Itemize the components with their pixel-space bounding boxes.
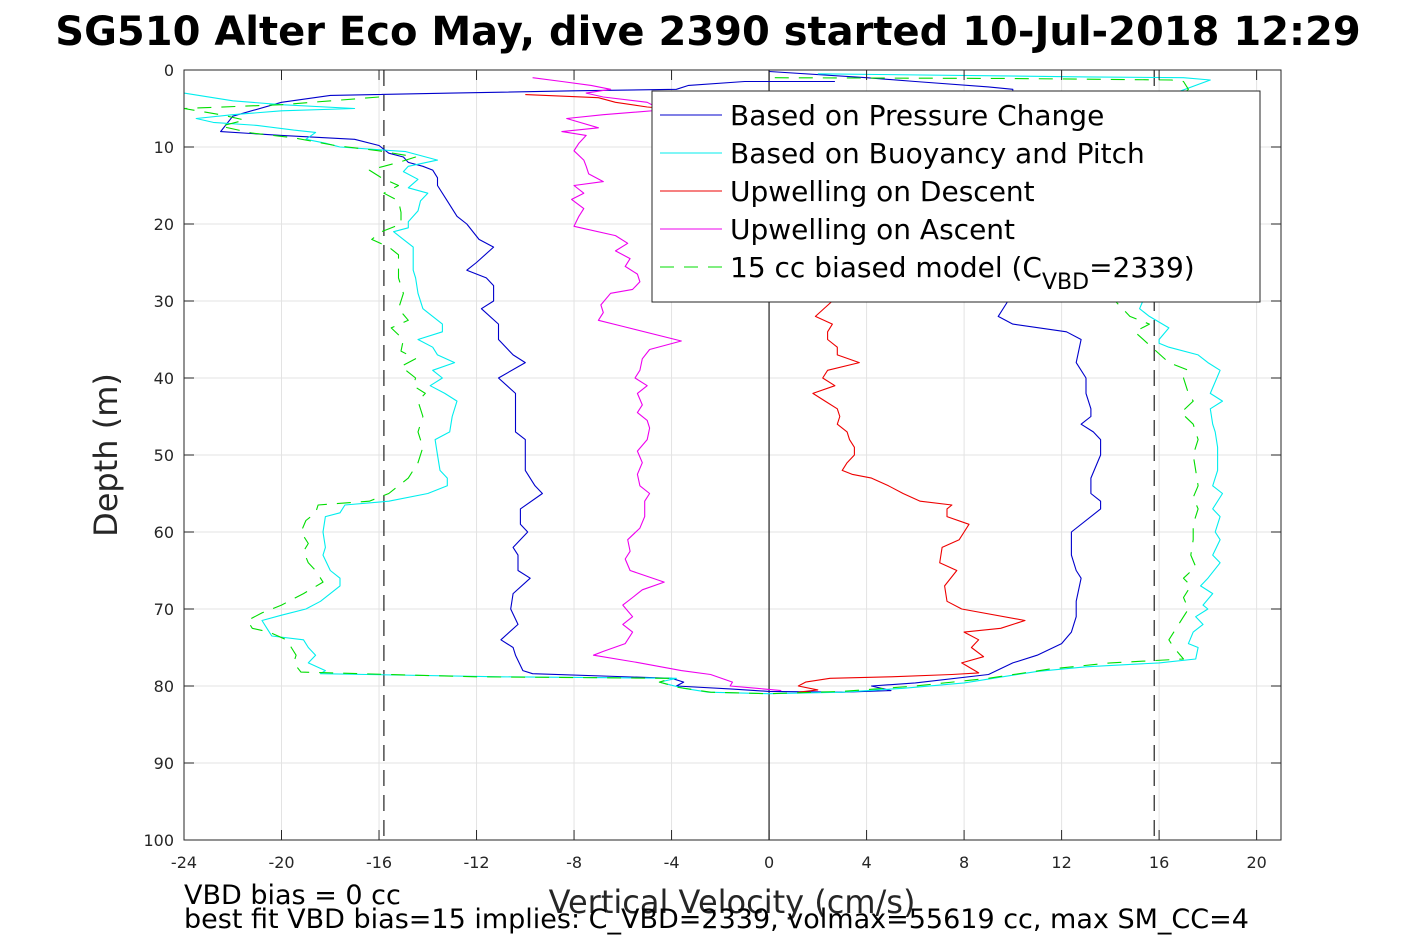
legend-label-5: 15 cc biased model (CVBD=2339) bbox=[730, 251, 1195, 295]
series-line-5 bbox=[183, 77, 1199, 695]
series-line-4 bbox=[532, 77, 782, 692]
series-line-2 bbox=[183, 73, 1224, 695]
x-tick-label: -16 bbox=[366, 853, 392, 872]
x-tick-label: -24 bbox=[171, 853, 197, 872]
y-tick-label: 0 bbox=[164, 61, 174, 80]
y-tick-label: 50 bbox=[154, 446, 174, 465]
x-tick-label: 8 bbox=[959, 853, 969, 872]
ticks-layer: -24 -20 -16 -12 -8 -4 0 4 8 12 16 20 0 10 20 30 40 50 60 70… bbox=[143, 61, 1281, 872]
legend-label-1: Based on Pressure Change bbox=[730, 99, 1104, 132]
y-tick-label: 10 bbox=[154, 138, 174, 157]
y-tick-label: 80 bbox=[154, 677, 174, 696]
legend: Based on Pressure Change Based on Buoyanc… bbox=[651, 90, 1261, 303]
y-tick-label: 60 bbox=[154, 523, 174, 542]
legend-label-2: Based on Buoyancy and Pitch bbox=[730, 137, 1145, 170]
best-fit-note: best fit VBD bias=15 implies: C_VBD=2339… bbox=[184, 904, 1249, 935]
y-tick-label: 40 bbox=[154, 369, 174, 388]
x-tick-label: 4 bbox=[861, 853, 871, 872]
x-tick-label: 16 bbox=[1149, 853, 1169, 872]
x-tick-label: -20 bbox=[268, 853, 294, 872]
x-tick-label: -8 bbox=[566, 853, 582, 872]
legend-box bbox=[651, 90, 1261, 303]
series-line-1 bbox=[220, 70, 1102, 693]
y-tick-label: 20 bbox=[154, 215, 174, 234]
y-tick-label: 90 bbox=[154, 754, 174, 773]
x-tick-label: 20 bbox=[1246, 853, 1266, 872]
x-tick-label: -12 bbox=[463, 853, 489, 872]
vbd-bias-note: VBD bias = 0 cc bbox=[184, 880, 401, 911]
y-tick-label: 30 bbox=[154, 292, 174, 311]
legend-label-3: Upwelling on Descent bbox=[730, 175, 1035, 208]
x-tick-label: 12 bbox=[1051, 853, 1071, 872]
x-tick-label: 0 bbox=[764, 853, 774, 872]
chart-title: SG510 Alter Eco May, dive 2390 started 1… bbox=[55, 9, 1360, 55]
x-tick-label: -4 bbox=[664, 853, 680, 872]
legend-label-4: Upwelling on Ascent bbox=[730, 213, 1015, 246]
y-tick-label: 70 bbox=[154, 600, 174, 619]
y-tick-label: 100 bbox=[143, 831, 174, 850]
y-axis-label: Depth (m) bbox=[87, 373, 125, 537]
x-axis-label: Vertical Velocity (cm/s) bbox=[549, 883, 916, 921]
